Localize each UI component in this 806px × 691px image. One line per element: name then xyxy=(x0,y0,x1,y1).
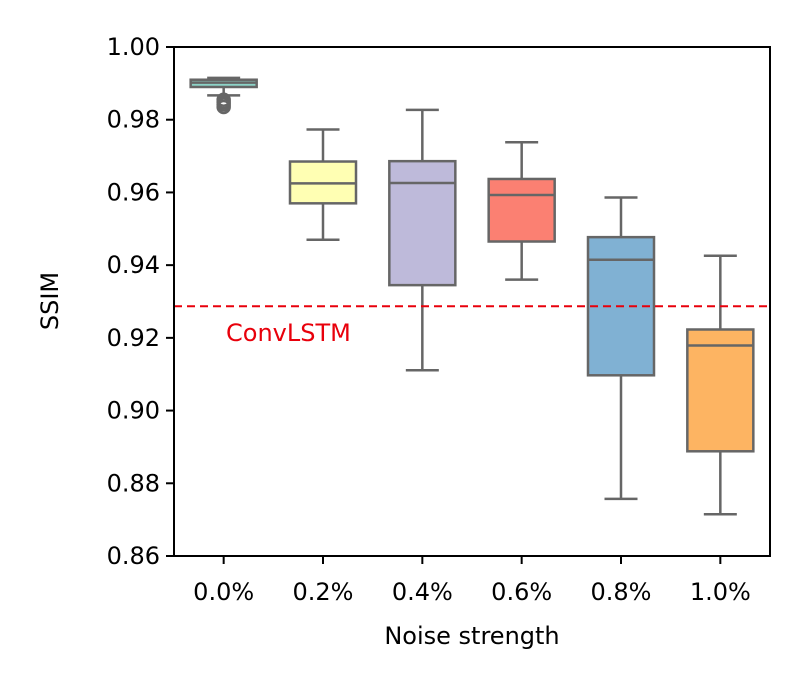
y-tick-label: 0.98 xyxy=(107,106,160,134)
x-tick-label: 0.8% xyxy=(591,578,652,606)
box-0.4% xyxy=(388,108,457,372)
box-0.6% xyxy=(487,141,556,281)
y-axis-label: SSIM xyxy=(36,272,64,330)
axes-frame xyxy=(173,46,771,557)
box-1.0% xyxy=(686,254,755,516)
outlier-point xyxy=(216,99,231,115)
x-tick-label: 0.0% xyxy=(193,578,254,606)
x-axis-ticks: 0.0% 0.2% 0.4% 0.6% 0.8% 1.0% xyxy=(193,556,751,606)
iqr-box xyxy=(686,328,755,453)
y-tick-label: 0.90 xyxy=(107,397,160,425)
y-tick-label: 0.96 xyxy=(107,178,160,206)
x-tick-label: 0.6% xyxy=(491,578,552,606)
box-0.0% xyxy=(189,76,258,115)
iqr-box xyxy=(487,177,556,243)
convlstm-reference-label: ConvLSTM xyxy=(226,319,351,347)
box-0.2% xyxy=(288,128,358,241)
plot-area: ConvLSTM xyxy=(173,46,771,557)
y-tick-label: 0.86 xyxy=(107,542,160,570)
x-tick-label: 0.4% xyxy=(392,578,453,606)
y-tick-label: 0.92 xyxy=(107,324,160,352)
y-tick-label: 0.94 xyxy=(107,251,160,279)
y-tick-label: 1.00 xyxy=(107,33,160,61)
y-tick-label: 0.88 xyxy=(107,469,160,497)
x-tick-label: 1.0% xyxy=(690,578,751,606)
x-tick-label: 0.2% xyxy=(293,578,354,606)
x-axis-label: Noise strength xyxy=(384,622,559,650)
y-axis-ticks: 0.86 0.88 0.90 0.92 0.94 0.96 0.98 1.00 xyxy=(107,33,174,570)
iqr-box xyxy=(388,159,457,287)
box-0.8% xyxy=(586,196,656,501)
